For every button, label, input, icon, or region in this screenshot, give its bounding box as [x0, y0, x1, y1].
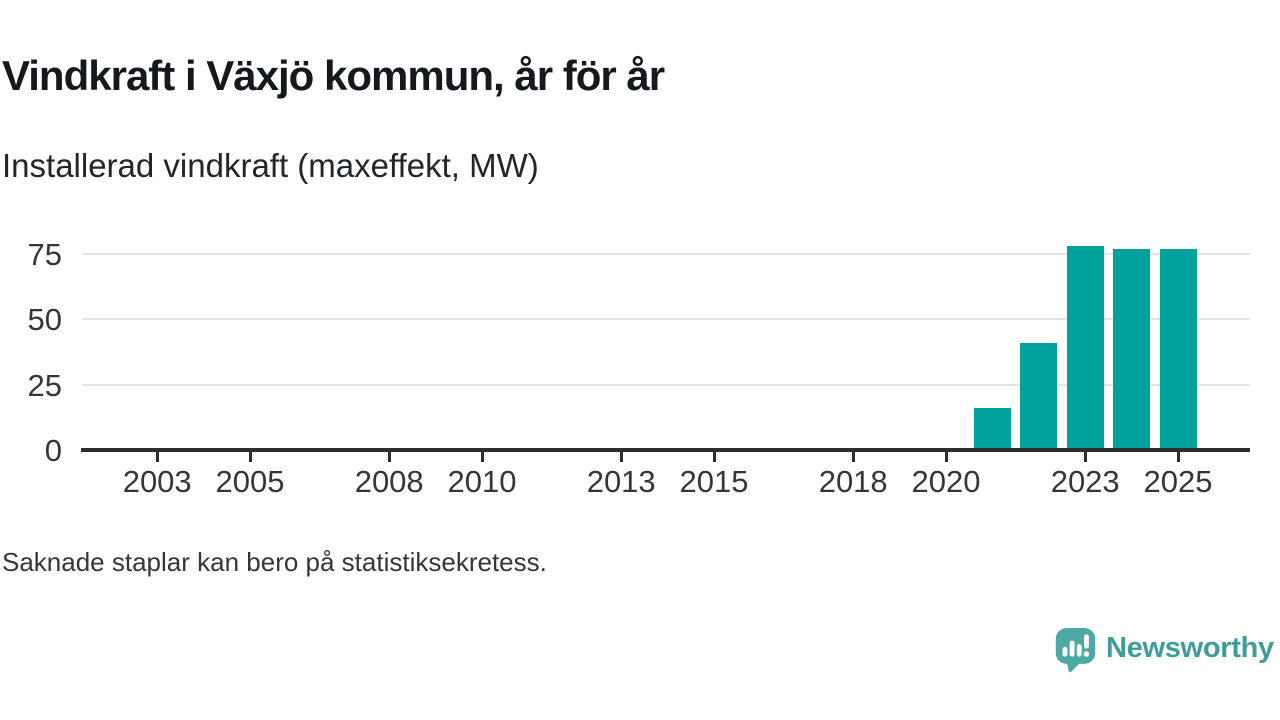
x-tick-label-2010: 2010: [447, 464, 517, 499]
y-tick-label-0: 0: [44, 433, 62, 468]
bar-2024: [1113, 248, 1151, 450]
bar-2022: [1020, 342, 1058, 450]
gridline-50: [83, 318, 1250, 321]
x-tick-label-2018: 2018: [818, 464, 888, 499]
x-tick-2010: [480, 452, 484, 462]
gridline-75: [83, 253, 1250, 256]
x-tick-2013: [619, 452, 623, 462]
x-tick-2020: [944, 452, 948, 462]
newsworthy-speech-bubble-chart-icon: [1054, 626, 1097, 678]
footnote: Saknade staplar kan bero på statistiksek…: [2, 547, 547, 577]
page-title: Vindkraft i Växjö kommun, år för år: [2, 52, 665, 99]
bar-2023: [1066, 246, 1104, 450]
y-tick-label-25: 25: [27, 367, 62, 403]
y-tick-label-75: 75: [27, 237, 62, 273]
x-tick-label-2025: 2025: [1143, 464, 1213, 499]
x-tick-2025: [1176, 452, 1180, 462]
x-tick-2015: [712, 452, 716, 462]
x-tick-2023: [1083, 452, 1087, 462]
brand-name: Newsworthy: [1106, 631, 1274, 664]
x-tick-2003: [155, 452, 159, 462]
newsworthy-logo: Newsworthy: [1054, 626, 1274, 678]
x-tick-label-2005: 2005: [215, 464, 285, 499]
x-tick-label-2003: 2003: [122, 464, 192, 499]
x-tick-label-2023: 2023: [1050, 464, 1120, 499]
chart-subtitle: Installerad vindkraft (maxeffekt, MW): [2, 147, 539, 184]
x-axis-line: [81, 448, 1250, 452]
x-tick-2018: [851, 452, 855, 462]
x-tick-2008: [387, 452, 391, 462]
x-tick-label-2015: 2015: [679, 464, 749, 499]
bar-2021: [973, 408, 1011, 450]
x-tick-label-2013: 2013: [586, 464, 656, 499]
gridline-25: [83, 383, 1250, 386]
bar-2025: [1159, 248, 1197, 450]
x-tick-label-2020: 2020: [911, 464, 981, 499]
x-tick-label-2008: 2008: [354, 464, 424, 499]
y-tick-label-50: 50: [27, 302, 62, 338]
x-tick-2005: [248, 452, 252, 462]
